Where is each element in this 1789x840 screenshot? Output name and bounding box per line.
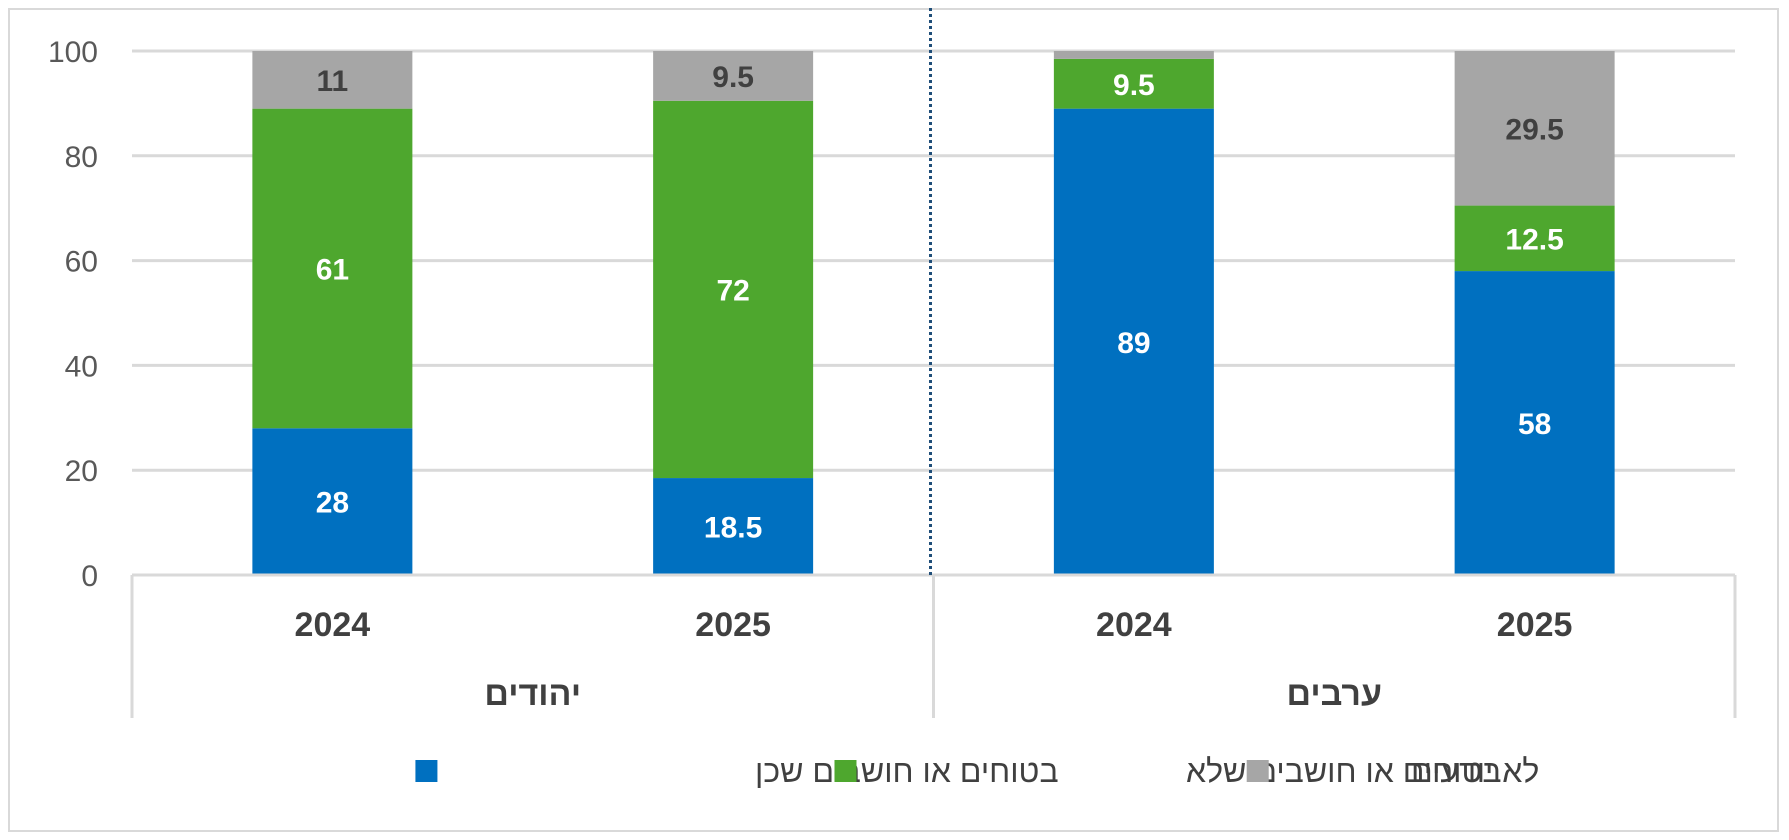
legend-item: בטוחים או חושבים שלא — [834, 753, 1502, 789]
y-tick-label: 60 — [65, 246, 98, 279]
category-label: 2024 — [295, 606, 371, 644]
category-label: 2024 — [1096, 606, 1172, 644]
bars — [252, 51, 1615, 575]
data-label: 61 — [316, 253, 349, 286]
category-axis — [130, 573, 1737, 718]
bar-segment — [1053, 108, 1214, 575]
bar-segment — [653, 51, 814, 101]
bar-segment — [653, 478, 814, 575]
y-tick-label: 40 — [65, 350, 98, 383]
bar-segment — [1454, 51, 1615, 206]
y-axis-tick-labels: 0 20 40 60 80 100 — [48, 36, 98, 593]
bar-segment — [1053, 51, 1214, 59]
legend-swatch — [415, 760, 438, 782]
legend-item: לא יודעים — [1246, 753, 1539, 789]
legend-swatch — [834, 760, 857, 782]
y-tick-label: 20 — [65, 455, 98, 488]
legend-label: בטוחים או חושבים שכן — [755, 753, 1059, 789]
category-label: 2025 — [1497, 606, 1573, 644]
data-label: 9.5 — [712, 61, 754, 94]
legend-label: לא יודעים — [1411, 753, 1539, 789]
data-label: 28 — [316, 487, 349, 520]
y-tick-label: 80 — [65, 141, 98, 174]
data-labels: 28 61 11 18.5 72 9.5 89 9.5 58 12.5 29.5 — [316, 61, 1564, 545]
legend-label: בטוחים או חושבים שלא — [1186, 753, 1502, 789]
category-label: 2025 — [695, 606, 771, 644]
data-label: 9.5 — [1113, 69, 1155, 102]
y-tick-label: 0 — [81, 560, 98, 593]
data-label: 12.5 — [1505, 223, 1563, 256]
legend-swatch — [1246, 760, 1269, 782]
bar-segment — [1454, 271, 1615, 575]
data-label: 89 — [1117, 327, 1150, 360]
data-label: 29.5 — [1505, 113, 1563, 146]
bar-segment — [1053, 58, 1214, 109]
group-label: יהודים — [484, 675, 581, 713]
data-label: 18.5 — [704, 512, 762, 545]
bar-segment — [252, 108, 413, 429]
category-labels: 2024 2025 2024 2025 — [295, 606, 1573, 644]
y-tick-label: 100 — [48, 36, 98, 69]
bar-segment — [252, 428, 413, 575]
legend: בטוחים או חושבים שכן בטוחים או חושבים שלא… — [415, 753, 1539, 789]
data-label: 11 — [317, 65, 349, 98]
bar-segment — [252, 51, 413, 109]
bar-segment — [653, 100, 814, 479]
group-labels: יהודים ערבים — [484, 675, 1382, 713]
bar-segment — [1454, 205, 1615, 272]
group-label: ערבים — [1287, 675, 1382, 713]
data-label: 58 — [1518, 408, 1551, 441]
legend-item: בטוחים או חושבים שכן — [415, 753, 1059, 789]
data-label: 72 — [716, 274, 749, 307]
